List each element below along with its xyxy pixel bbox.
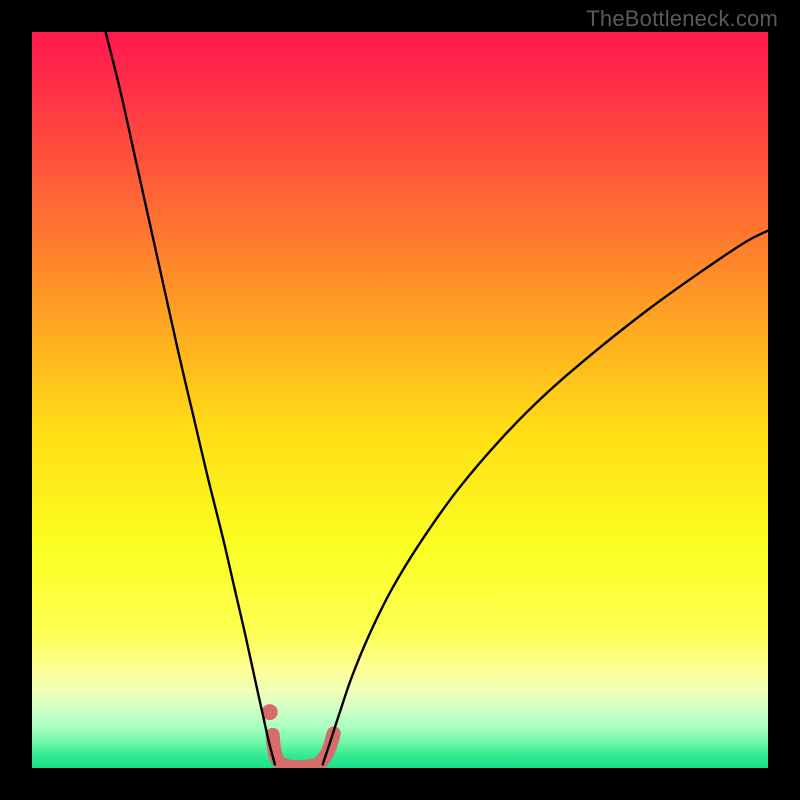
chart-background — [32, 32, 768, 768]
chart-svg — [32, 32, 768, 768]
bottleneck-chart — [32, 32, 768, 768]
chart-frame: TheBottleneck.com — [0, 0, 800, 800]
watermark-text: TheBottleneck.com — [586, 6, 778, 32]
